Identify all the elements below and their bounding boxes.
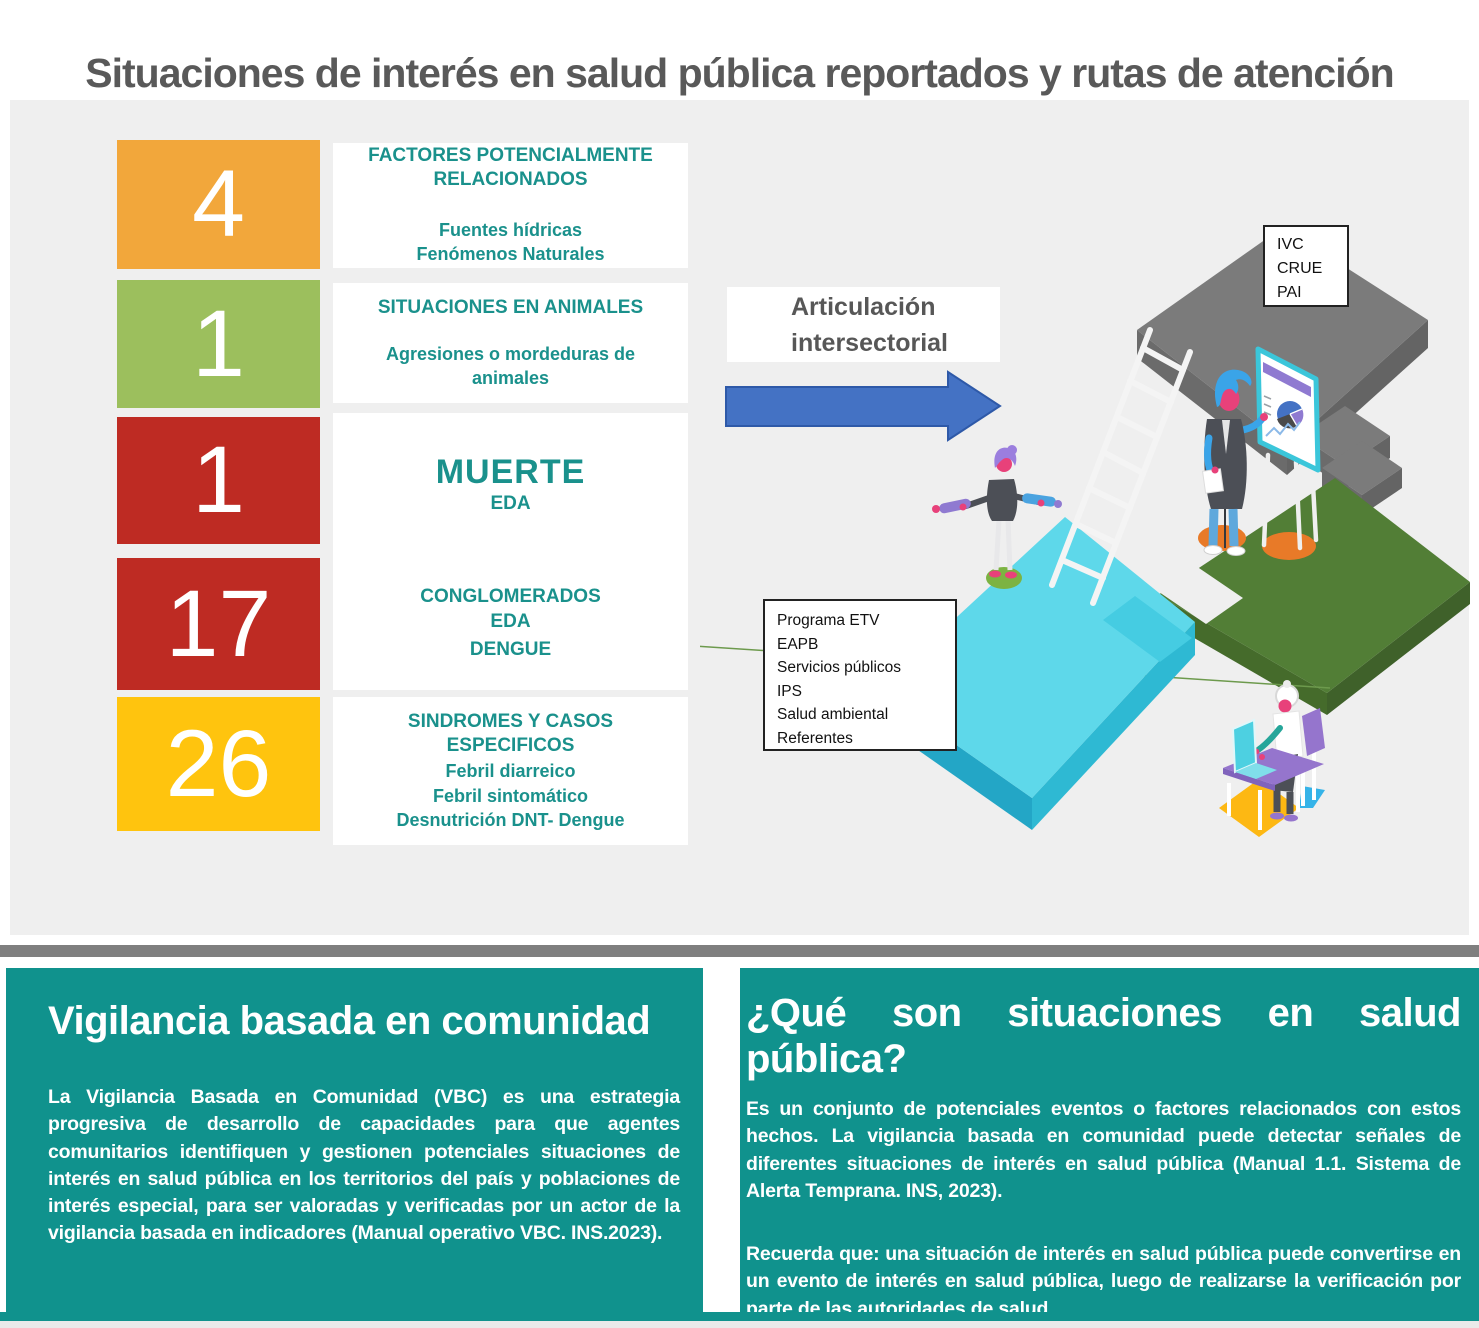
sitting-person-desk — [1219, 680, 1325, 837]
situation-line: EDA — [490, 611, 531, 633]
count-box-factores: 4 — [117, 140, 320, 269]
callout-line: CRUE — [1277, 260, 1323, 277]
callout-line: Salud ambiental — [777, 706, 889, 724]
green-platform — [700, 478, 1470, 715]
divider-bar — [0, 945, 1479, 957]
vbc-section: Vigilancia basada en comunidad La Vigila… — [6, 968, 703, 1312]
situation-line: Febril diarreico — [445, 761, 576, 782]
callout-line: PAI — [1277, 284, 1302, 301]
count-value: 1 — [192, 427, 245, 533]
situation-card-factores: FACTORES POTENCIALMENTE RELACIONADOS Fue… — [333, 143, 688, 268]
flipchart-easel — [1255, 346, 1321, 551]
articulacion-label: Articulación intersectorial — [727, 287, 1000, 362]
situation-heading: MUERTE — [435, 452, 586, 491]
ladder — [1049, 327, 1193, 606]
teal-bottom-strip — [0, 1312, 1479, 1321]
flipchart-header-bar — [1263, 362, 1311, 397]
pie-chart-icon — [1277, 401, 1304, 429]
callout-programa: Programa ETV EAPB Servicios públicos IPS… — [763, 599, 957, 751]
isometric-illustration — [700, 227, 1470, 837]
vbc-heading: Vigilancia basada en comunidad — [48, 999, 651, 1043]
articulacion-line2: intersectorial — [791, 328, 949, 357]
line-chart-icon — [1265, 421, 1301, 437]
situation-heading: CONGLOMERADOS — [420, 585, 601, 607]
chair-back — [1302, 708, 1325, 756]
laptop-icon — [1231, 718, 1258, 774]
count-box-animales: 1 — [117, 280, 320, 408]
callout-line: Servicios públicos — [777, 659, 902, 677]
situation-line: DENGUE — [469, 638, 552, 660]
standing-floor-ellipse — [986, 567, 1022, 589]
situaciones-heading-line1: ¿Qué son situaciones en salud — [746, 991, 1462, 1035]
callout-line: Referentes — [777, 729, 853, 747]
callout-line: Programa ETV — [777, 612, 880, 629]
situation-heading: FACTORES POTENCIALMENTE RELACIONADOS — [368, 145, 653, 191]
situaciones-body1: Es un conjunto de potenciales eventos o … — [746, 1098, 1461, 1202]
situation-heading: SITUACIONES EN ANIMALES — [377, 296, 644, 318]
count-box-sindromes: 26 — [117, 697, 320, 831]
situation-card-animales: SITUACIONES EN ANIMALES Agresiones o mor… — [333, 283, 688, 403]
situation-line: Fenómenos Naturales — [416, 244, 605, 265]
count-value: 1 — [192, 290, 245, 397]
cyan-platform — [878, 517, 1195, 830]
count-value: 17 — [165, 570, 272, 677]
callout-line: EAPB — [777, 635, 819, 653]
situaciones-heading-line2: pública? — [746, 1037, 907, 1081]
bottom-light-strip — [0, 1321, 1479, 1328]
situation-line: Agresiones o mordeduras de animales — [385, 343, 636, 388]
callout-line: IVC — [1277, 236, 1304, 253]
situation-card-sindromes: SINDROMES Y CASOS ESPECIFICOS Febril dia… — [333, 697, 688, 845]
callout-ivc: IVC CRUE PAI — [1263, 225, 1349, 307]
arrow-right-icon — [725, 370, 1002, 442]
count-value: 26 — [165, 710, 272, 817]
count-box-muerte: 1 — [117, 417, 320, 544]
situation-card-muerte: MUERTE EDA — [333, 413, 688, 558]
easel-floor-ellipse — [1262, 532, 1316, 560]
presenter-person — [1201, 369, 1268, 556]
situation-line: Fuentes hídricas — [438, 219, 583, 240]
callout-line: IPS — [777, 682, 802, 700]
situaciones-section: ¿Qué son situaciones en salud pública? E… — [740, 968, 1479, 1320]
count-box-conglomerados: 17 — [117, 558, 320, 690]
situation-line: Desnutrición DNT- Dengue — [396, 809, 625, 830]
situation-line: Febril sintomático — [432, 785, 588, 806]
situation-card-conglomerados: CONGLOMERADOS EDA DENGUE — [333, 558, 688, 690]
page-title: Situaciones de interés en salud pública … — [85, 50, 1394, 96]
situaciones-body2: Recuerda que: una situación de interés e… — [746, 1243, 1461, 1320]
count-value: 4 — [192, 151, 245, 257]
situation-heading: SINDROMES Y CASOS ESPECIFICOS — [407, 710, 614, 756]
vbc-body: La Vigilancia Basada en Comunidad (VBC) … — [48, 1086, 680, 1245]
articulacion-line1: Articulación — [791, 293, 936, 321]
standing-person — [932, 445, 1062, 579]
situation-line: EDA — [490, 493, 531, 515]
